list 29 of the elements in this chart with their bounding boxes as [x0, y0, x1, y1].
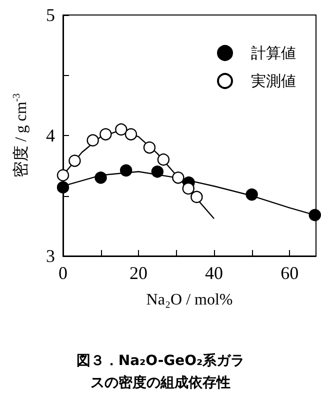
x-tick-label: 40	[205, 263, 224, 283]
point	[68, 154, 81, 167]
point	[190, 190, 203, 204]
point	[182, 182, 194, 195]
point	[86, 134, 99, 146]
point	[124, 128, 138, 140]
point	[100, 128, 112, 140]
x-tick-label: 20	[130, 263, 148, 283]
point	[172, 172, 184, 184]
y-tick-label: 3	[46, 246, 55, 266]
text: 図３．Na₂O-GeO₂系ガラスの密度の組成依存性	[76, 353, 245, 391]
point	[56, 181, 70, 194]
point	[143, 141, 156, 154]
point	[56, 169, 70, 182]
x-tick-label: 0	[58, 263, 68, 283]
point	[94, 172, 107, 184]
x-tick-label: 60	[280, 263, 299, 283]
legend-label: 計算値	[251, 44, 296, 62]
point	[151, 166, 164, 178]
point	[120, 164, 132, 177]
y-tick-label: 5	[46, 5, 55, 25]
point	[157, 154, 170, 166]
legend-label: 実測値	[251, 72, 296, 90]
y-tick-label: 4	[46, 126, 55, 146]
point	[115, 123, 128, 136]
point	[246, 188, 258, 201]
y-axis-title: 密度 / g cm-3	[12, 93, 30, 178]
x-axis-title: Na₂O / mol%	[146, 292, 233, 308]
point	[308, 208, 321, 222]
